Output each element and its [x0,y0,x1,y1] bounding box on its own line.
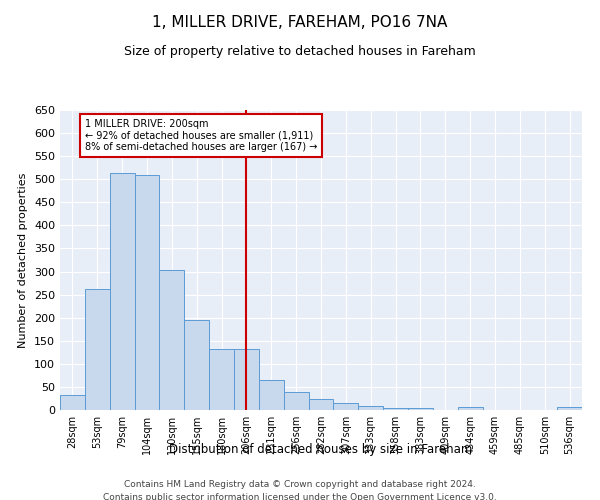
Bar [557,407,582,410]
Text: Distribution of detached houses by size in Fareham: Distribution of detached houses by size … [169,442,473,456]
Y-axis label: Number of detached properties: Number of detached properties [19,172,28,348]
Bar [308,400,334,410]
Text: 1 MILLER DRIVE: 200sqm
← 92% of detached houses are smaller (1,911)
8% of semi-d: 1 MILLER DRIVE: 200sqm ← 92% of detached… [85,119,317,152]
Bar [408,408,433,410]
Text: Size of property relative to detached houses in Fareham: Size of property relative to detached ho… [124,45,476,58]
Bar [284,392,308,410]
Bar [85,288,110,410]
Bar [358,406,383,410]
Bar [259,380,284,410]
Bar [184,320,209,410]
Bar [383,408,408,410]
Bar [110,173,134,410]
Bar [234,349,259,410]
Bar [60,395,85,410]
Text: Contains HM Land Registry data © Crown copyright and database right 2024.: Contains HM Land Registry data © Crown c… [124,480,476,489]
Bar [458,407,482,410]
Text: Contains public sector information licensed under the Open Government Licence v3: Contains public sector information licen… [103,492,497,500]
Bar [134,174,160,410]
Text: 1, MILLER DRIVE, FAREHAM, PO16 7NA: 1, MILLER DRIVE, FAREHAM, PO16 7NA [152,15,448,30]
Bar [160,270,184,410]
Bar [334,402,358,410]
Bar [209,349,234,410]
